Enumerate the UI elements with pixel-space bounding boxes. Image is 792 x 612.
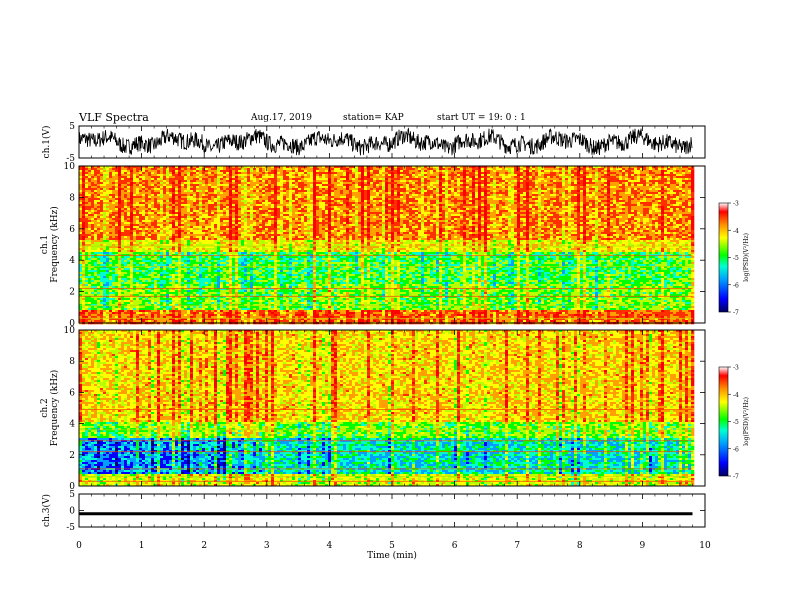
x-tick-label: 9 <box>640 541 646 551</box>
x-tick-label: 7 <box>514 541 520 551</box>
x-tick-label: 1 <box>139 541 145 551</box>
ch1-waveform-ylabel: ch.1(V) <box>41 126 52 159</box>
ch3-waveform-ytick-label: 0 <box>69 507 75 517</box>
ch1-spectrogram-colorbar-label: log(PSD)(V²/Hz) <box>743 233 750 282</box>
ch1-spectrogram-ylabel: ch.1Frequency (kHz) <box>40 206 60 283</box>
ch2-spectrogram-colorbar-label: log(PSD)(V²/Hz) <box>743 397 750 446</box>
ch2-spectrogram-ytick-label: 10 <box>64 326 76 336</box>
ch3-waveform-ytick-label: -5 <box>66 523 75 533</box>
ch2-spectrogram-colorbar-tick-label: -6 <box>733 446 739 453</box>
x-tick-label: 5 <box>389 541 395 551</box>
x-axis-label: Time (min) <box>367 550 417 561</box>
ch2-spectrogram-colorbar-tick-label: -5 <box>733 419 739 426</box>
ch1-waveform-ytick-label: 5 <box>69 122 75 132</box>
ch2-spectrogram-colorbar-tick-label: -4 <box>733 392 739 399</box>
ch2-spectrogram-colorbar-tick-label: -3 <box>733 365 739 372</box>
x-tick-label: 8 <box>577 541 583 551</box>
x-tick-label: 4 <box>327 541 333 551</box>
vlf-spectra-figure: 5-5ch.1(V)0246810ch.1Frequency (kHz)-3-4… <box>0 0 792 612</box>
x-tick-label: 3 <box>264 541 270 551</box>
ch1-spectrogram-ytick-label: 2 <box>69 288 75 298</box>
ch1-spectrogram-colorbar-tick-label: -3 <box>733 201 739 208</box>
x-tick-label: 10 <box>699 541 711 551</box>
ch1-spectrogram-heatmap <box>79 166 705 324</box>
ch1-spectrogram-colorbar-tick-label: -7 <box>733 310 739 317</box>
ch2-spectrogram-colorbar <box>719 367 728 476</box>
ch1-spectrogram-ytick-label: 4 <box>69 256 75 266</box>
ch2-spectrogram-ytick-label: 2 <box>69 451 75 461</box>
ch2-spectrogram-ytick-label: 8 <box>69 357 75 367</box>
ch1-waveform-line <box>79 129 692 156</box>
ch2-spectrogram-ytick-label: 6 <box>69 388 75 398</box>
ch2-spectrogram-colorbar-tick-label: -7 <box>733 474 739 481</box>
ch1-spectrogram-ytick-label: 8 <box>69 193 75 203</box>
ch1-spectrogram-colorbar-tick-label: -4 <box>733 228 739 235</box>
ch1-spectrogram-ytick-label: 6 <box>69 225 75 235</box>
x-tick-label: 6 <box>452 541 458 551</box>
ch3-waveform-ytick-label: 5 <box>69 490 75 500</box>
ch2-spectrogram-ytick-label: 4 <box>69 420 75 430</box>
x-tick-label: 2 <box>201 541 207 551</box>
ch3-waveform-ylabel: ch.3(V) <box>41 494 52 527</box>
ch1-spectrogram-colorbar-tick-label: -5 <box>733 255 739 262</box>
ch2-spectrogram-heatmap <box>79 330 705 486</box>
x-tick-label: 0 <box>76 541 82 551</box>
ch2-spectrogram-ylabel: ch.2Frequency (kHz) <box>40 370 60 447</box>
ch1-spectrogram-ytick-label: 10 <box>64 162 76 172</box>
ch1-spectrogram-colorbar-tick-label: -6 <box>733 282 739 289</box>
ch1-spectrogram-colorbar <box>719 203 728 312</box>
